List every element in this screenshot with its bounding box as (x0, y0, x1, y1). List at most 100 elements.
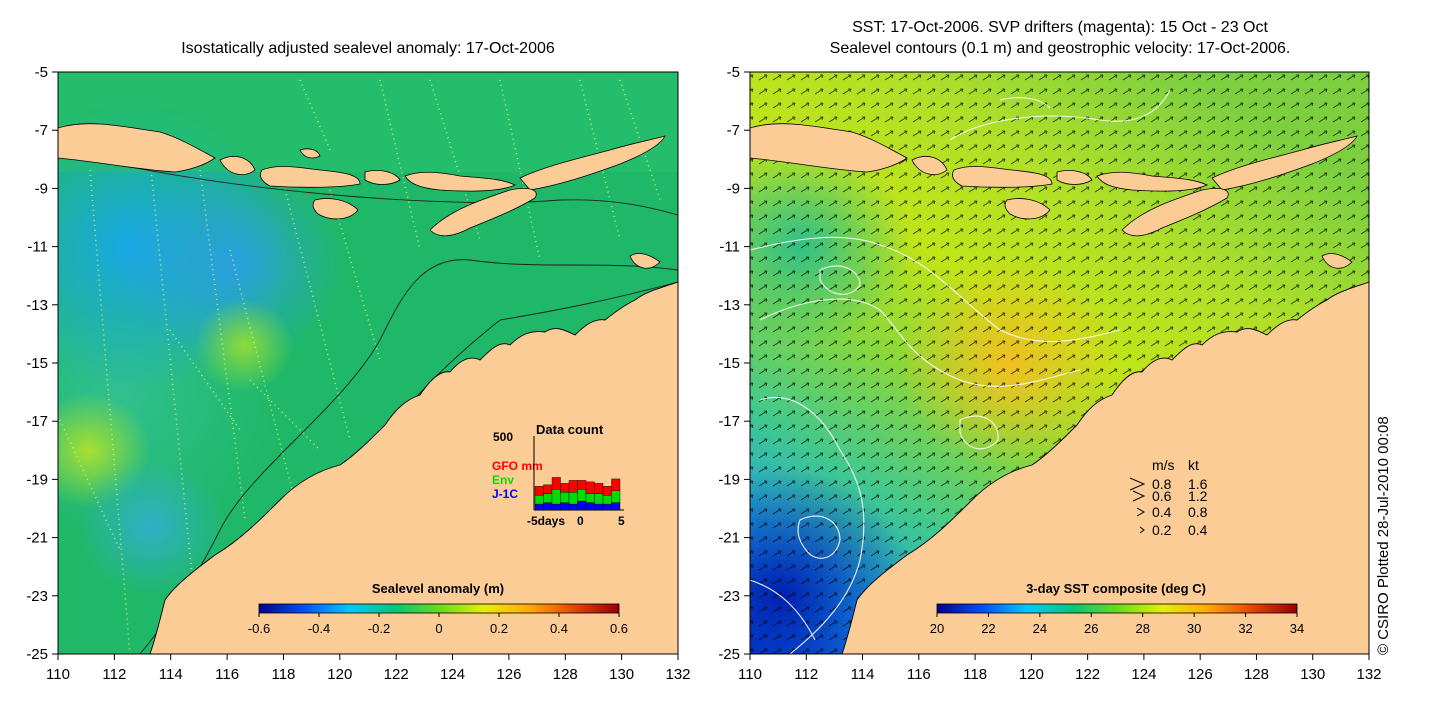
velocity-legend-ms-02: 0.2 (1152, 522, 1172, 538)
velocity-legend: m/s kt 0.8 1.6 0.6 1.2 0.4 0.8 0.2 0.4 (1129, 457, 1208, 538)
velocity-legend-kt-08: 0.8 (1188, 504, 1208, 520)
inset-bar-blue (611, 502, 621, 511)
right-colorbar-label: 3-day SST composite (deg C) (1026, 581, 1206, 596)
inset-bar-blue (602, 503, 612, 511)
left-map-y-tick-label: -15 (26, 355, 48, 372)
right-map-x-tick-label: 124 (1131, 666, 1156, 683)
inset-bar-red (577, 480, 587, 490)
left-map: Data count 500 GFO mm Env J-1C -5days 0 … (58, 72, 678, 654)
inset-title: Data count (536, 422, 604, 437)
inset-bar-red (602, 486, 612, 496)
velocity-legend-kt-16: 1.6 (1188, 476, 1208, 492)
inset-bar-blue (577, 500, 587, 511)
velocity-legend-header-ms: m/s (1152, 457, 1175, 473)
inset-bar-green (602, 495, 612, 505)
left-map-y-tick-label: -19 (26, 471, 48, 488)
right-map-x-tick-label: 120 (1019, 666, 1044, 683)
left-map-y-tick-label: -5 (35, 64, 48, 81)
inset-bars (534, 477, 621, 511)
left-map-y-tick-label: -25 (26, 646, 48, 663)
left-map-x-tick-label: 132 (665, 666, 690, 683)
left-map-x-tick-label: 116 (215, 666, 239, 683)
right-map-x-tick-label: 130 (1300, 666, 1325, 683)
right-map-x-tick-label: 114 (851, 666, 875, 683)
inset-bar-red (611, 478, 621, 491)
left-map-y-tick-label: -11 (27, 239, 48, 256)
inset-bar-green (594, 493, 604, 505)
right-map-y-tick-label: -17 (718, 413, 740, 430)
left-islands (58, 123, 666, 269)
velocity-arrow-08 (1129, 477, 1146, 491)
inset-bar-blue (594, 503, 604, 511)
left-colorbar-tick-label: -0.4 (308, 621, 330, 636)
right-map: m/s kt 0.8 1.6 0.6 1.2 0.4 0.8 0.2 0.4 3… (750, 72, 1369, 654)
right-map-y-tick-label: -13 (718, 297, 740, 314)
left-colorbar-tick-label: -0.6 (248, 621, 270, 636)
inset-bar-red (534, 486, 544, 496)
left-map-title: Isostatically adjusted sealevel anomaly:… (181, 40, 555, 57)
right-australia (841, 281, 1369, 654)
inset-bar-red (560, 483, 570, 493)
right-colorbar-tick-label: 26 (1084, 621, 1098, 636)
left-map-x-tick-label: 126 (496, 666, 521, 683)
left-map-y-tick-label: -21 (26, 530, 48, 547)
left-colorbar: Sealevel anomaly (m) -0.6 -0.4 -0.2 0 0.2 0.4… (248, 581, 628, 636)
velocity-legend-kt-04: 0.4 (1188, 522, 1208, 538)
inset-legend-gfo: GFO mm (492, 459, 543, 473)
right-map-x-tick-label: 132 (1356, 666, 1381, 683)
velocity-legend-ms-06: 0.6 (1152, 488, 1172, 504)
right-map-y-tick-label: -25 (718, 646, 740, 663)
sealevel-contours (750, 89, 1171, 654)
velocity-legend-kt-12: 1.2 (1188, 488, 1208, 504)
right-map-y-tick-label: -15 (718, 355, 740, 372)
left-map-x-tick-label: 112 (102, 666, 126, 683)
velocity-legend-header-kt: kt (1188, 457, 1199, 473)
right-colorbar-tick-label: 34 (1290, 621, 1304, 636)
right-map-x-tick-label: 116 (907, 666, 931, 683)
right-map-y-tick-label: -19 (718, 471, 740, 488)
right-map-axes: 110 112 114 116 118 120 122 124 126 128 130 132 -5 -7… (718, 64, 1381, 683)
inset-bar-green (543, 493, 553, 503)
right-map-x-tick-label: 122 (1075, 666, 1100, 683)
data-count-inset: Data count 500 GFO mm Env J-1C -5days 0 … (492, 422, 625, 528)
inset-bar-green (585, 493, 595, 503)
inset-bar-blue (568, 503, 578, 511)
right-colorbar-tick-label: 30 (1187, 621, 1201, 636)
right-map-y-tick-label: -9 (727, 180, 740, 197)
inset-bar-green (577, 489, 587, 502)
right-map-x-tick-label: 118 (963, 666, 987, 683)
left-colorbar-tick-label: -0.2 (368, 621, 390, 636)
left-map-y-tick-label: -23 (26, 588, 48, 605)
left-map-axes: 110 112 114 116 118 120 122 124 126 128 130 132 -5 -7… (26, 64, 690, 683)
right-map-x-tick-label: 128 (1244, 666, 1269, 683)
right-colorbar-ticks: 20 22 24 26 28 30 32 34 (930, 613, 1304, 636)
left-map-y-tick-label: -9 (35, 180, 48, 197)
left-colorbar-label: Sealevel anomaly (m) (372, 581, 504, 596)
inset-xlabel-start: -5days (527, 514, 565, 528)
inset-xlabel-end: 5 (618, 514, 625, 528)
velocity-arrow-02 (1139, 526, 1145, 534)
inset-bar-red (568, 480, 578, 493)
left-map-x-tick-label: 110 (46, 666, 70, 683)
left-map-x-tick-label: 130 (609, 666, 634, 683)
inset-xlabel-zero: 0 (577, 514, 584, 528)
inset-bar-blue (534, 503, 544, 511)
right-colorbar: 3-day SST composite (deg C) 20 22 24 26 28 30… (930, 581, 1304, 636)
left-colorbar-tick-label: 0.6 (610, 621, 628, 636)
velocity-arrow-04 (1136, 507, 1146, 517)
right-map-x-tick-label: 126 (1188, 666, 1213, 683)
right-colorbar-tick-label: 22 (981, 621, 995, 636)
right-map-y-tick-label: -21 (718, 530, 740, 547)
inset-bar-green (611, 490, 621, 503)
left-map-x-tick-label: 124 (440, 666, 465, 683)
right-colorbar-tick-label: 24 (1033, 621, 1047, 636)
velocity-legend-ms-04: 0.4 (1152, 504, 1172, 520)
right-map-x-tick-label: 110 (738, 666, 762, 683)
right-map-y-tick-label: -7 (727, 122, 740, 139)
inset-bar-green (568, 492, 578, 505)
inset-bar-blue (585, 502, 595, 511)
left-map-x-tick-label: 114 (159, 666, 183, 683)
inset-bar-green (551, 489, 561, 505)
right-colorbar-tick-label: 28 (1135, 621, 1149, 636)
left-map-y-tick-label: -17 (26, 413, 48, 430)
